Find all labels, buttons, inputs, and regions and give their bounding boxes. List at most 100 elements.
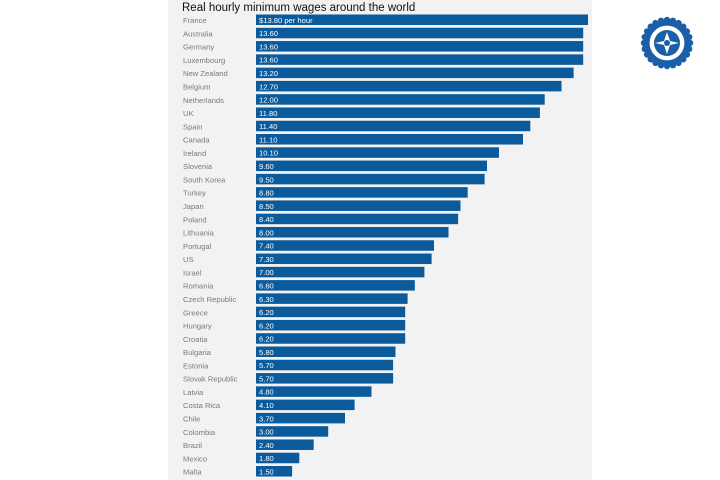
bar [256, 412, 345, 424]
data-label: 8.80 [259, 189, 274, 198]
data-label: 6.20 [259, 335, 274, 344]
category-label: Australia [183, 29, 213, 38]
category-label: Brazil [183, 441, 202, 450]
category-label: Colombia [183, 428, 216, 437]
category-label: Hungary [183, 322, 212, 331]
category-label: UK [183, 109, 194, 118]
bar [256, 240, 434, 251]
bar [256, 266, 425, 278]
category-label: Portugal [183, 242, 212, 251]
category-label: Croatia [183, 335, 208, 344]
category-label: South Korea [183, 175, 226, 184]
category-label: Mexico [183, 454, 207, 463]
category-label: Latvia [183, 388, 204, 397]
category-label: Belgium [183, 83, 210, 92]
data-label: 6.20 [259, 308, 274, 317]
category-label: Bulgaria [183, 348, 212, 357]
category-label: Ireland [183, 149, 206, 158]
data-label: 8.40 [259, 215, 274, 224]
bar [256, 439, 314, 450]
bar [256, 173, 485, 185]
bar [256, 426, 329, 437]
data-label: 4.10 [259, 401, 274, 410]
bar [256, 120, 531, 132]
category-label: Slovak Republic [183, 375, 238, 384]
category-label: Netherlands [183, 96, 224, 105]
bar [256, 452, 300, 464]
data-label: 11.40 [259, 122, 277, 131]
category-label: Costa Rica [183, 401, 221, 410]
bar [256, 346, 396, 357]
data-label: 11.80 [259, 109, 277, 118]
data-label: 5.70 [259, 374, 274, 383]
category-label: Lithuania [183, 229, 215, 238]
bar [256, 280, 415, 291]
data-label: 10.10 [259, 149, 278, 158]
data-label: 9.60 [259, 162, 274, 171]
bar [256, 14, 588, 25]
data-label: 7.40 [259, 242, 274, 251]
bar [256, 466, 293, 477]
bar [256, 200, 461, 211]
data-label: $13.80 per hour [259, 16, 313, 25]
data-label: 11.10 [259, 135, 277, 144]
data-label: 1.50 [259, 467, 274, 476]
data-label: 4.80 [259, 388, 274, 397]
data-label: 9.50 [259, 175, 274, 184]
organization-logo-icon [640, 16, 694, 70]
category-label: US [183, 255, 194, 264]
data-label: 12.00 [259, 96, 278, 105]
chart-panel [168, 0, 592, 480]
data-label: 12.70 [259, 82, 278, 91]
data-label: 7.30 [259, 255, 274, 264]
data-label: 13.60 [259, 42, 278, 51]
category-label: Japan [183, 202, 204, 211]
bar [256, 160, 487, 172]
data-label: 6.60 [259, 282, 274, 291]
bar [256, 373, 394, 384]
category-label: Israel [183, 268, 202, 277]
bar [256, 94, 545, 105]
bar [256, 333, 406, 344]
data-label: 8.00 [259, 228, 274, 237]
bar [256, 107, 540, 118]
data-label: 5.80 [259, 348, 274, 357]
category-label: Greece [183, 308, 208, 317]
bar [256, 386, 372, 397]
bar [256, 293, 408, 304]
category-label: Luxembourg [183, 56, 225, 65]
category-label: Poland [183, 215, 207, 224]
data-label: 13.60 [259, 29, 278, 38]
bar [256, 134, 523, 145]
bar [256, 253, 432, 265]
bar [256, 226, 449, 238]
category-label: Czech Republic [183, 295, 236, 304]
data-label: 13.20 [259, 69, 278, 78]
bar [256, 80, 562, 92]
data-label: 1.80 [259, 454, 274, 463]
chart-title: Real hourly minimum wages around the wor… [182, 2, 416, 14]
bar [256, 306, 406, 318]
bar [256, 213, 459, 225]
category-label: Canada [183, 136, 210, 145]
category-label: Turkey [183, 189, 206, 198]
data-label: 8.50 [259, 202, 274, 211]
data-label: 3.70 [259, 414, 274, 423]
category-label: Spain [183, 122, 202, 131]
bar [256, 359, 394, 371]
bar [256, 67, 574, 79]
bar [256, 27, 584, 39]
category-label: Estonia [183, 361, 209, 370]
category-label: Slovenia [183, 162, 213, 171]
bar [256, 54, 584, 65]
data-label: 13.60 [259, 56, 278, 65]
bar [256, 147, 499, 158]
data-label: 6.20 [259, 321, 274, 330]
category-label: Malta [183, 468, 202, 477]
bar [256, 41, 584, 52]
data-label: 2.40 [259, 441, 274, 450]
category-label: Romania [183, 282, 214, 291]
category-label: France [183, 16, 207, 25]
bar [256, 399, 355, 411]
